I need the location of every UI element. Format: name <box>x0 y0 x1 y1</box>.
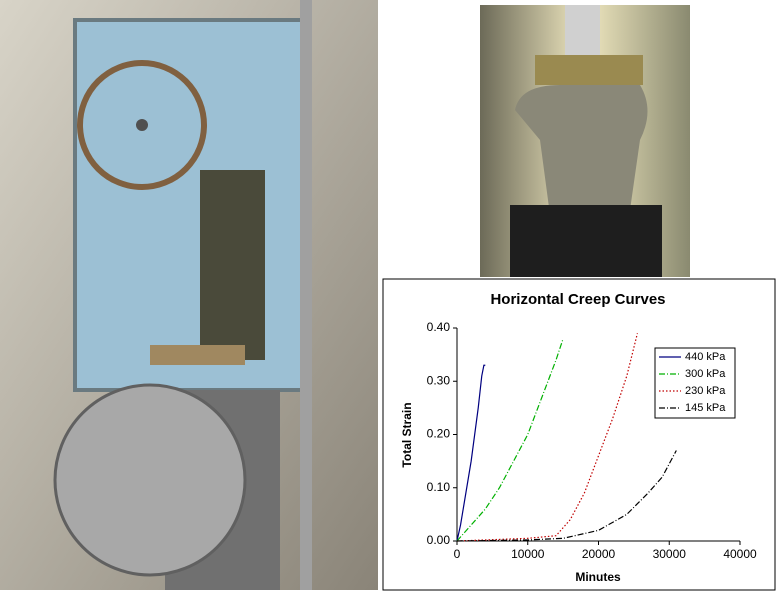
sample-photo <box>480 5 690 277</box>
y-tick-label: 0.40 <box>427 320 451 334</box>
series-line <box>456 364 486 542</box>
chart-title: Horizontal Creep Curves <box>490 291 665 308</box>
x-tick-label: 10000 <box>511 547 545 561</box>
y-tick-label: 0.20 <box>427 427 451 441</box>
legend-label: 300 kPa <box>685 368 726 380</box>
legend-label: 440 kPa <box>685 351 726 363</box>
chart-frame <box>382 278 776 591</box>
x-axis-label: Minutes <box>575 570 621 584</box>
x-tick-label: 40000 <box>723 547 757 561</box>
legend-box <box>654 347 736 419</box>
y-tick-label: 0.30 <box>427 373 451 387</box>
legend-label: 145 kPa <box>685 402 726 414</box>
series-line <box>456 333 638 542</box>
machine-photo <box>0 0 378 590</box>
y-tick-label: 0.00 <box>427 533 451 547</box>
x-tick-label: 30000 <box>653 547 687 561</box>
x-tick-label: 0 <box>454 547 461 561</box>
legend-label: 230 kPa <box>685 385 726 397</box>
y-tick-label: 0.10 <box>427 480 451 494</box>
x-tick-label: 20000 <box>582 547 616 561</box>
series-line <box>456 338 564 542</box>
series-line <box>456 450 677 542</box>
y-axis-label: Total Strain <box>400 402 414 467</box>
